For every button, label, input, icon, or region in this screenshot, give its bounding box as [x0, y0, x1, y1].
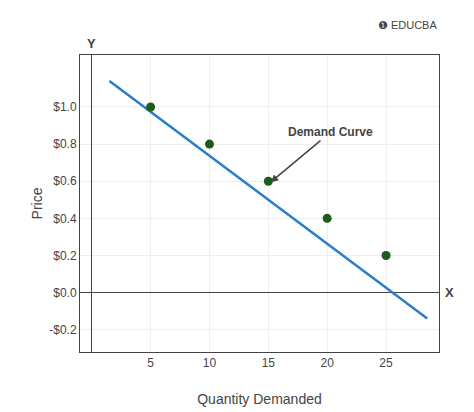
svg-text:$0.2: $0.2	[53, 249, 77, 263]
svg-text:$0.6: $0.6	[53, 174, 77, 188]
svg-text:-$0.2: -$0.2	[49, 323, 77, 337]
svg-text:5: 5	[147, 356, 154, 370]
svg-text:20: 20	[321, 356, 335, 370]
svg-text:Quantity Demanded: Quantity Demanded	[197, 391, 322, 407]
svg-text:25: 25	[379, 356, 393, 370]
svg-text:Price: Price	[29, 187, 45, 219]
svg-text:$1.0: $1.0	[53, 100, 77, 114]
svg-text:❶ EDUCBA: ❶ EDUCBA	[378, 19, 437, 31]
svg-text:$0.0: $0.0	[53, 286, 77, 300]
svg-text:10: 10	[203, 356, 217, 370]
svg-text:$0.8: $0.8	[53, 137, 77, 151]
svg-text:$0.4: $0.4	[53, 212, 77, 226]
svg-text:Demand Curve: Demand Curve	[288, 125, 373, 139]
svg-text:15: 15	[262, 356, 276, 370]
svg-text:Y: Y	[87, 36, 96, 51]
svg-text:X: X	[445, 285, 454, 300]
